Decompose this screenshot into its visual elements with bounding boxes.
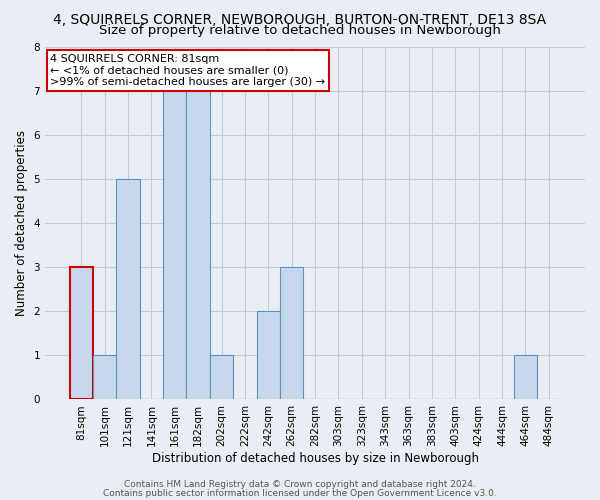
Text: Contains public sector information licensed under the Open Government Licence v3: Contains public sector information licen… — [103, 488, 497, 498]
Bar — [514, 356, 537, 400]
X-axis label: Distribution of detached houses by size in Newborough: Distribution of detached houses by size … — [152, 452, 479, 465]
Bar — [70, 267, 93, 400]
Y-axis label: Number of detached properties: Number of detached properties — [15, 130, 28, 316]
Text: 4 SQUIRRELS CORNER: 81sqm
← <1% of detached houses are smaller (0)
>99% of semi-: 4 SQUIRRELS CORNER: 81sqm ← <1% of detac… — [50, 54, 326, 87]
Bar — [280, 267, 304, 400]
Bar — [257, 311, 280, 400]
Text: 4, SQUIRRELS CORNER, NEWBOROUGH, BURTON-ON-TRENT, DE13 8SA: 4, SQUIRRELS CORNER, NEWBOROUGH, BURTON-… — [53, 12, 547, 26]
Bar — [116, 179, 140, 400]
Bar — [93, 356, 116, 400]
Bar — [210, 356, 233, 400]
Text: Contains HM Land Registry data © Crown copyright and database right 2024.: Contains HM Land Registry data © Crown c… — [124, 480, 476, 489]
Bar — [187, 90, 210, 400]
Text: Size of property relative to detached houses in Newborough: Size of property relative to detached ho… — [99, 24, 501, 37]
Bar — [163, 90, 187, 400]
